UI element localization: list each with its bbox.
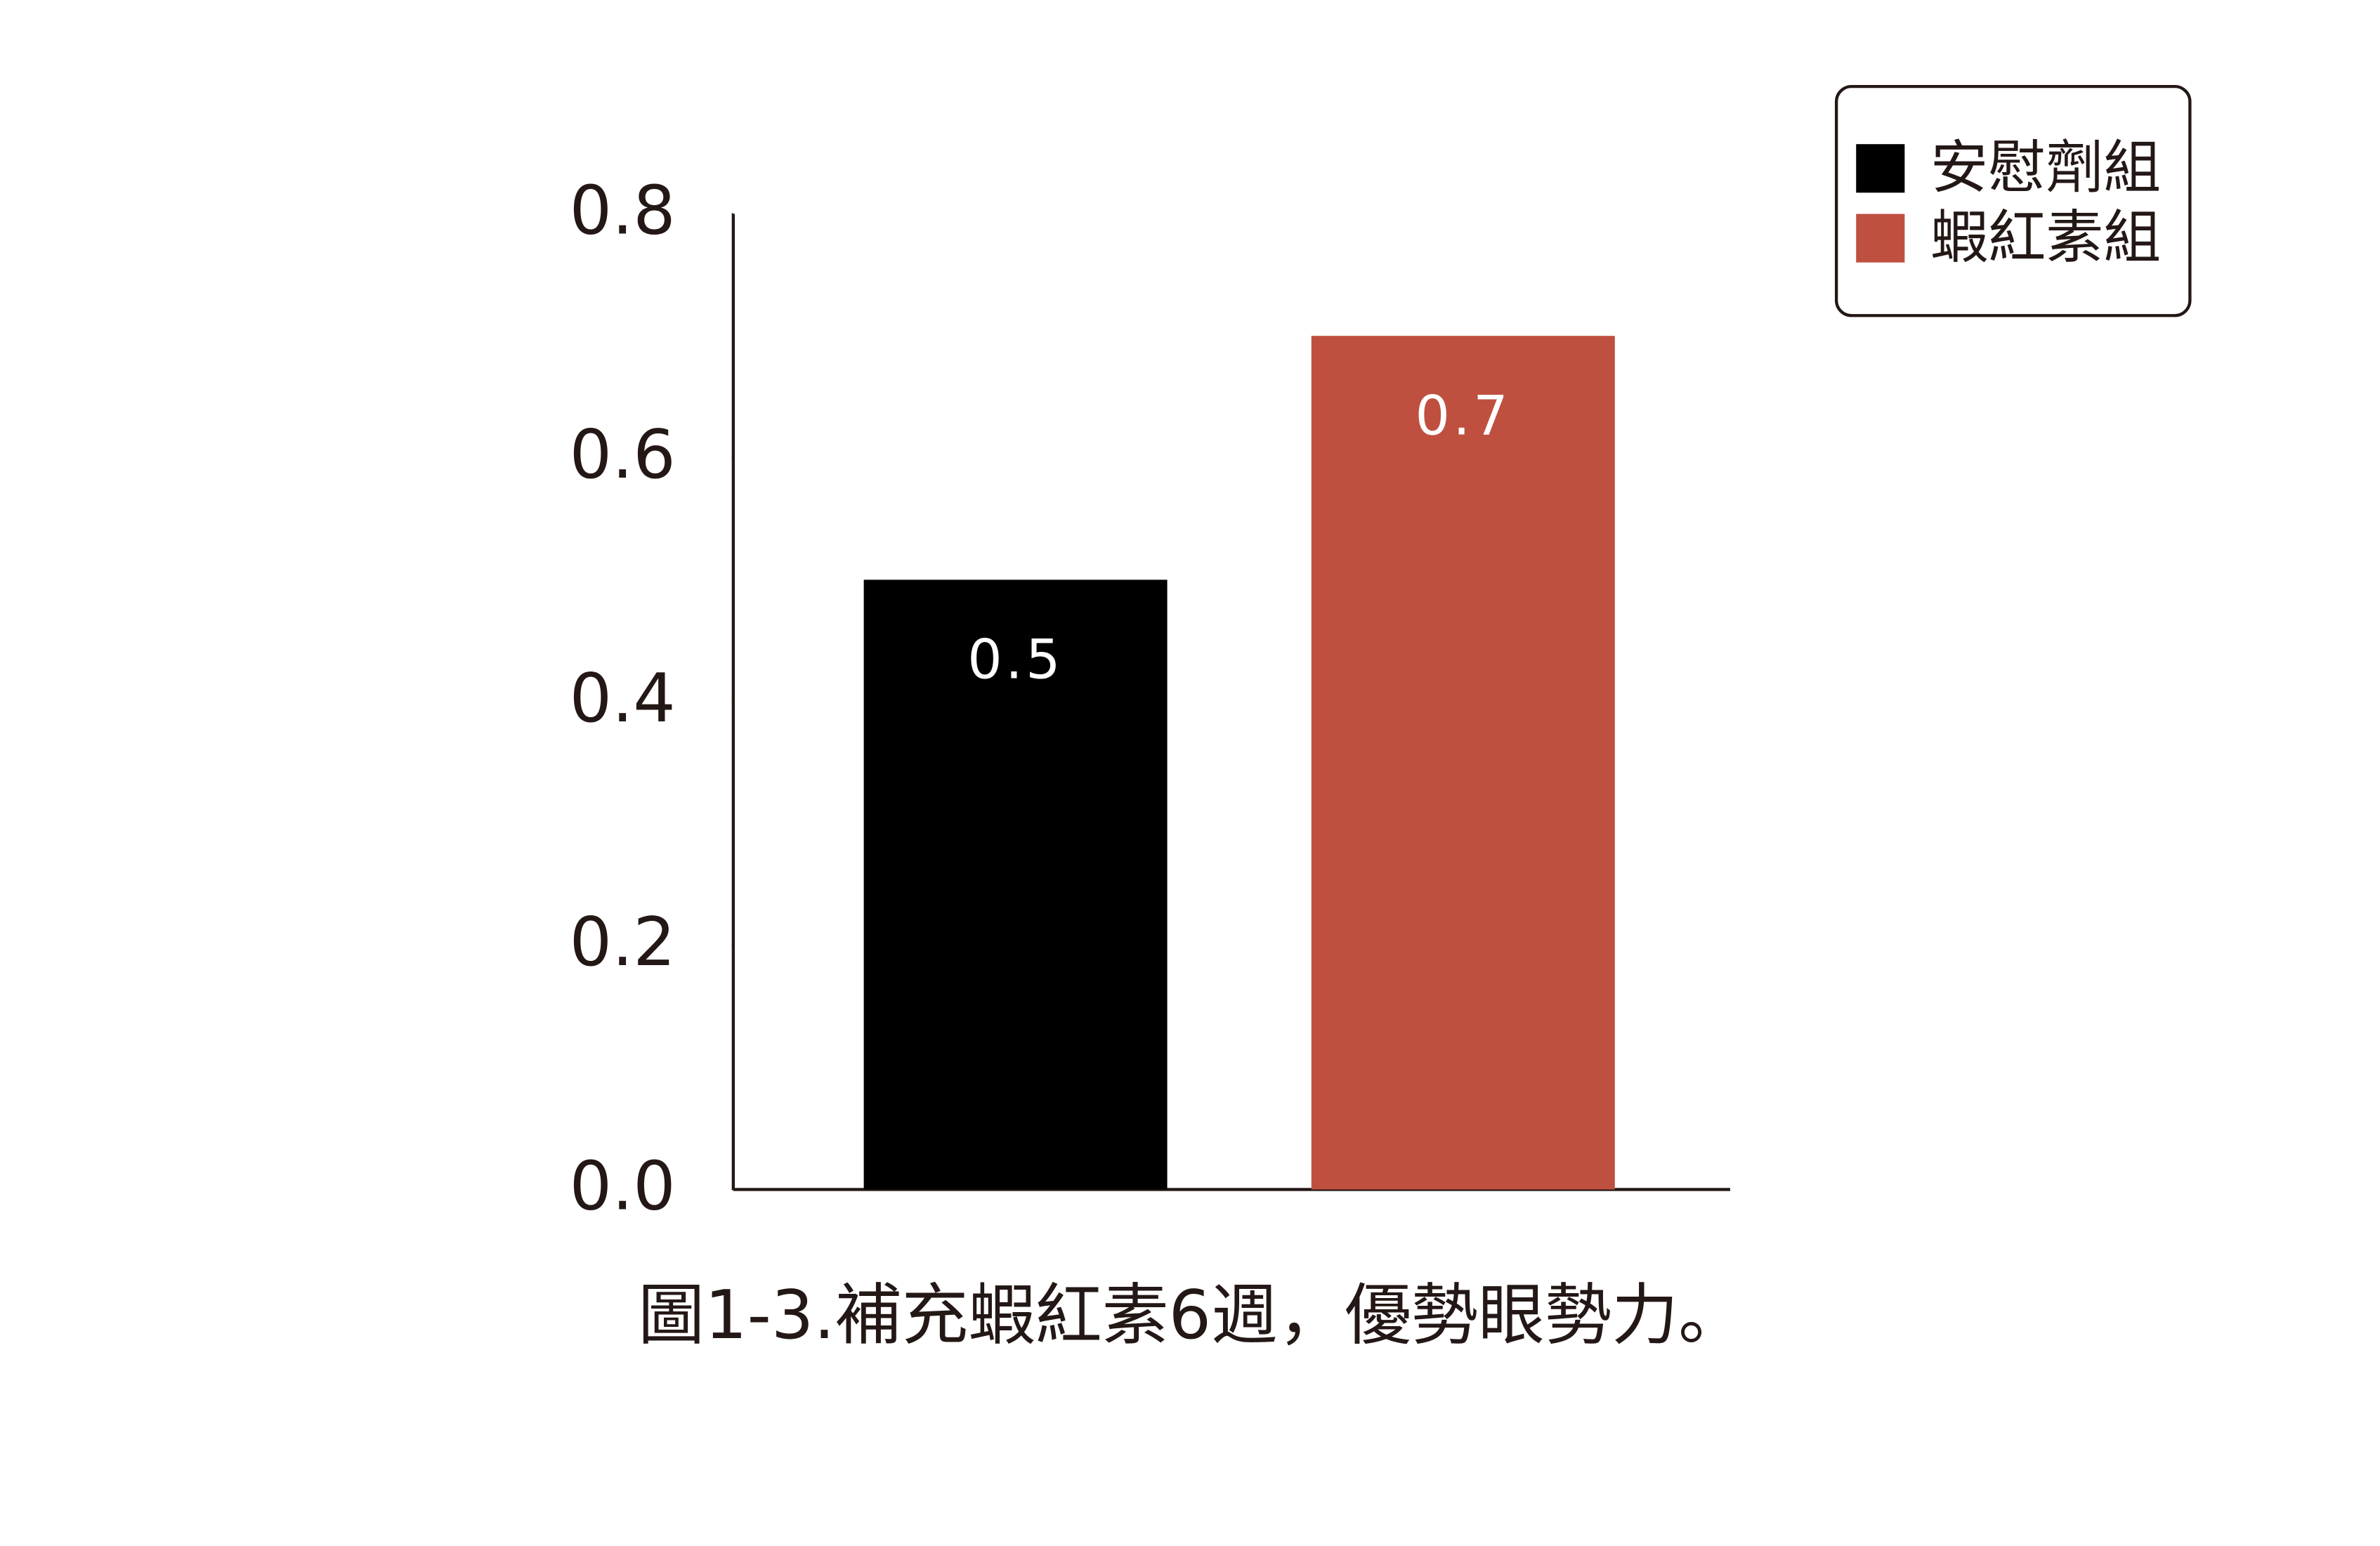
value-label: 0.5 xyxy=(967,629,1064,692)
legend-label: 安慰劑組 xyxy=(1930,135,2161,202)
y-tick-label: 0.2 xyxy=(570,904,676,981)
y-tick-label: 0.6 xyxy=(570,417,676,494)
bar xyxy=(863,579,1168,1190)
legend-box xyxy=(1834,84,2192,317)
legend-swatch xyxy=(1856,214,1905,263)
value-label: 0.7 xyxy=(1415,384,1511,447)
y-tick-label: 0.4 xyxy=(570,660,676,738)
y-tick-label: 0.0 xyxy=(570,1148,676,1225)
y-tick-label: 0.8 xyxy=(570,173,676,250)
legend-label: 蝦紅素組 xyxy=(1930,204,2161,271)
bar xyxy=(1311,336,1615,1190)
chart-title: 圖1-3.補充蝦紅素6週，優勢眼勢力。 xyxy=(638,1277,1745,1354)
legend-swatch xyxy=(1856,144,1905,193)
